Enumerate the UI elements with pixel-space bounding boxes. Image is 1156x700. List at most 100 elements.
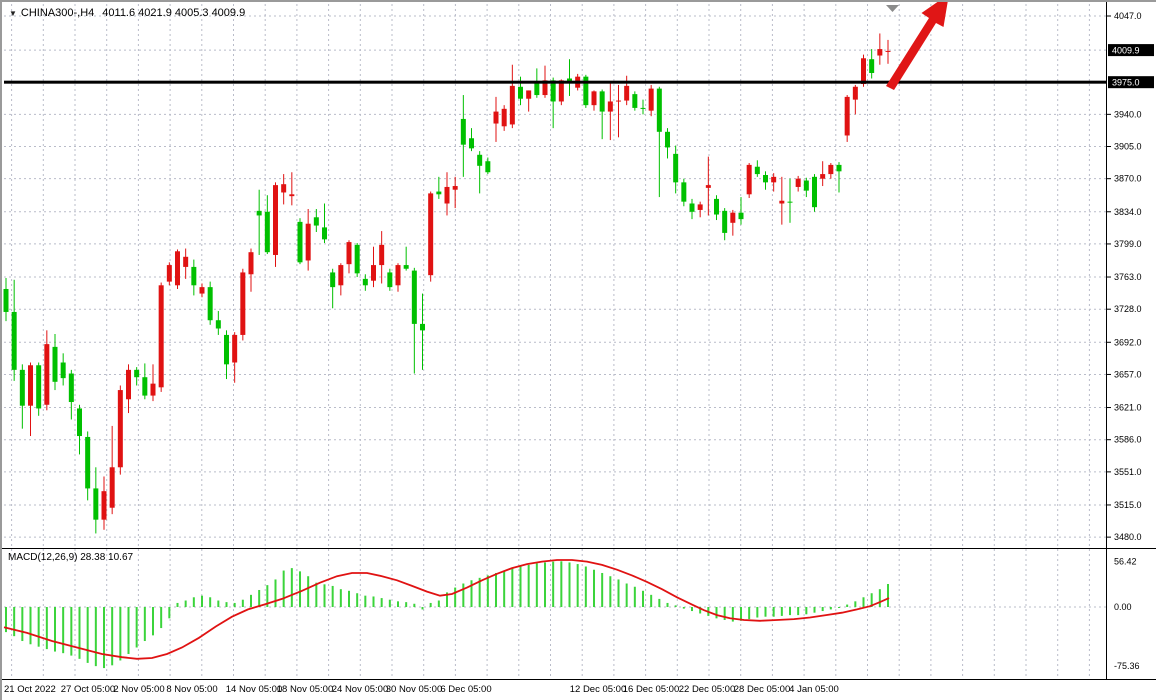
arrow-up-annotation[interactable] — [886, 2, 949, 90]
macd-histogram-bar — [658, 598, 661, 607]
macd-histogram-bar — [446, 592, 449, 607]
candle-body — [3, 288, 9, 312]
candle-body — [428, 193, 434, 276]
candle-body — [787, 201, 793, 203]
macd-histogram-bar — [535, 563, 538, 607]
time-tick-label: 18 Nov 05:00 — [277, 684, 334, 695]
macd-histogram-bar — [217, 600, 220, 607]
candle-body — [395, 265, 401, 286]
price-tag-label: 3975.0 — [1112, 78, 1140, 88]
candle-body — [705, 185, 711, 188]
candle-body — [689, 203, 695, 212]
macd-histogram-bar — [519, 566, 522, 607]
macd-histogram-bar — [250, 594, 253, 607]
candle-body — [746, 164, 752, 195]
macd-histogram-bar — [380, 598, 383, 607]
candle-body — [166, 265, 172, 282]
macd-histogram-bar — [699, 607, 702, 614]
candle-body — [681, 182, 687, 202]
candle-body — [305, 223, 311, 261]
candle-body — [812, 176, 818, 208]
price-tick-label: 3551.0 — [1114, 467, 1142, 477]
macd-histogram-bar — [593, 569, 596, 607]
macd-histogram-bar — [21, 607, 24, 642]
candle-body — [240, 272, 246, 335]
candle-body — [60, 362, 66, 379]
macd-histogram-bar — [813, 607, 816, 613]
time-tick-label: 30 Nov 05:00 — [386, 684, 443, 695]
macd-histogram-bar — [29, 607, 32, 645]
macd-histogram-bar — [740, 607, 743, 621]
horizontal-line-3975[interactable] — [4, 80, 1106, 84]
time-tick-label: 12 Dec 05:00 — [570, 684, 627, 695]
macd-histogram-bar — [870, 593, 873, 607]
candle-body — [330, 272, 336, 288]
candle-body — [779, 200, 785, 204]
macd-histogram-bar — [723, 607, 726, 620]
candle-body — [28, 365, 34, 406]
price-tick-label: 3586.0 — [1114, 435, 1142, 445]
macd-histogram-bar — [62, 607, 65, 654]
candle-body — [673, 153, 679, 183]
macd-histogram-bar — [290, 568, 293, 607]
candle-body — [68, 373, 74, 403]
macd-histogram-bar — [437, 600, 440, 607]
macd-histogram-bar — [111, 607, 114, 666]
macd-histogram-bar — [691, 607, 694, 612]
macd-histogram-bar — [838, 607, 841, 608]
macd-histogram-bar — [160, 607, 163, 629]
macd-histogram-bar — [478, 577, 481, 607]
symbol-dropdown-icon[interactable]: ▼ — [9, 9, 17, 18]
candle-body — [36, 365, 42, 409]
macd-histogram-bar — [821, 607, 824, 612]
candle-body — [828, 164, 834, 175]
candle-body — [583, 76, 589, 106]
candle-body — [420, 323, 426, 331]
macd-histogram-bar — [429, 602, 432, 607]
macd-histogram-bar — [70, 607, 73, 656]
candle-body — [460, 118, 466, 145]
candle-body — [599, 91, 605, 112]
macd-histogram-bar — [748, 607, 751, 620]
macd-histogram-bar — [274, 579, 277, 607]
macd-histogram-bar — [388, 599, 391, 607]
macd-histogram-bar — [764, 607, 767, 617]
candle-body — [763, 175, 769, 183]
price-tick-label: 3621.0 — [1114, 403, 1142, 413]
candle-body — [632, 94, 638, 108]
macd-histogram-bar — [209, 597, 212, 607]
macd-histogram-bar — [552, 561, 555, 607]
macd-histogram-bar — [846, 604, 849, 607]
macd-histogram-bar — [54, 607, 57, 652]
candle-body — [501, 108, 507, 127]
macd-histogram-bar — [135, 607, 138, 648]
candle-body — [346, 242, 352, 265]
candle-body — [52, 346, 58, 382]
candle-body — [354, 244, 360, 274]
candle-body — [379, 244, 385, 266]
chart-title: ▼ CHINA300-,H4 4011.6 4021.9 4005.3 4009.9 — [9, 7, 245, 19]
candle-body — [264, 211, 270, 253]
price-tick-label: 3870.0 — [1114, 174, 1142, 184]
candle-body — [273, 185, 279, 255]
candle-body — [795, 178, 801, 187]
macd-histogram-bar — [348, 590, 351, 607]
macd-histogram-bar — [356, 593, 359, 607]
macd-histogram-bar — [584, 566, 587, 607]
macd-histogram-bar — [13, 607, 16, 637]
time-tick-label: 14 Nov 05:00 — [226, 684, 283, 695]
macd-histogram-bar — [887, 583, 890, 607]
macd-histogram-bar — [241, 599, 244, 607]
candle-body — [126, 369, 132, 400]
macd-scale-label: 0.00 — [1114, 602, 1132, 612]
candle-body — [836, 164, 842, 172]
candle-body — [387, 272, 393, 288]
candle-body — [534, 82, 540, 96]
macd-histogram-bar — [503, 570, 506, 607]
macd-histogram-bar — [258, 589, 261, 607]
candle-body — [648, 88, 654, 111]
price-tag — [1108, 76, 1154, 89]
macd-histogram-bar — [854, 601, 857, 607]
